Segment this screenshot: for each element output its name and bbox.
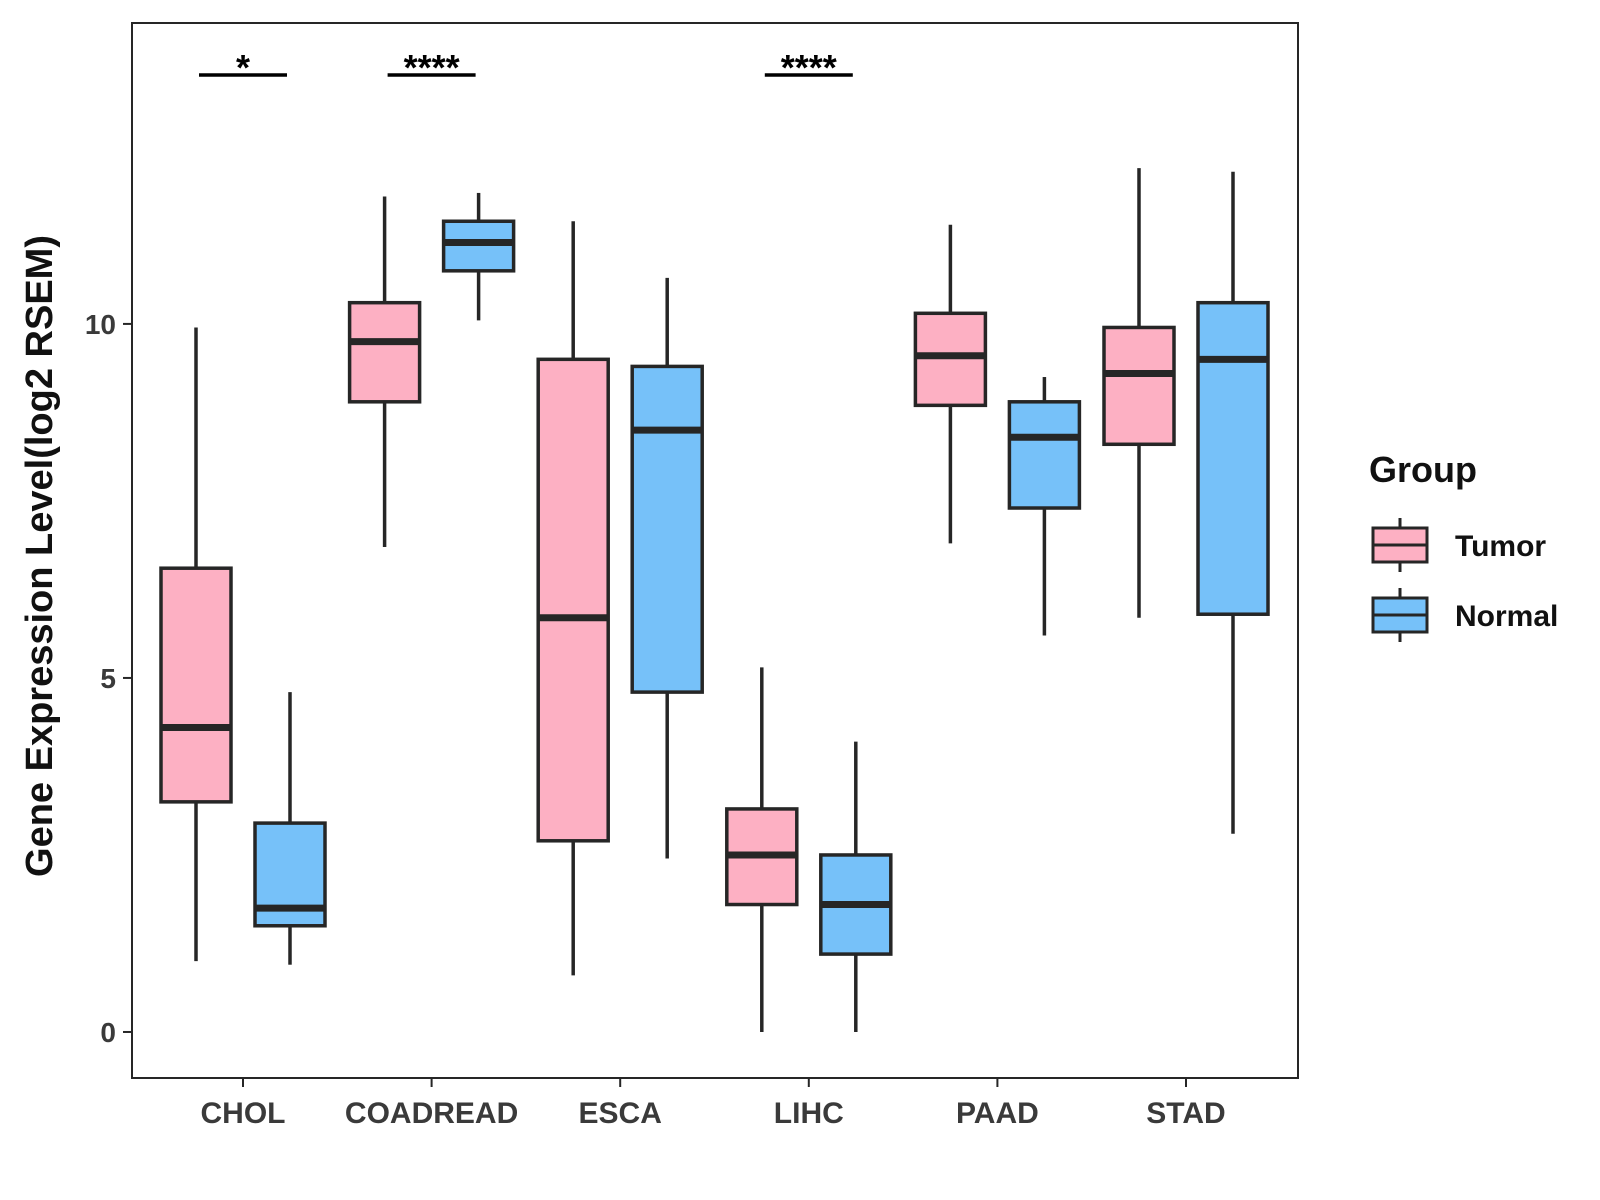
box-tumor-coadread	[347, 196, 422, 547]
significance-label: *	[236, 47, 250, 88]
box-body	[441, 219, 516, 273]
x-tick-label-coadread: COADREAD	[345, 1097, 518, 1130]
box-tumor-paad	[913, 224, 988, 544]
plot-panel	[131, 22, 1299, 1079]
box-normal-lihc	[819, 741, 893, 1032]
box-body	[159, 566, 233, 804]
significance-label: ****	[404, 47, 460, 88]
significance-coadread: ****	[387, 47, 476, 88]
box-normal-esca	[630, 277, 704, 859]
box-tumor-lihc	[725, 667, 799, 1032]
box-body	[630, 364, 704, 694]
box-tumor-chol	[159, 327, 233, 962]
legend-label: Normal	[1455, 600, 1558, 633]
x-tick-label-paad: PAAD	[956, 1097, 1039, 1130]
x-tick-label-chol: CHOL	[201, 1097, 286, 1130]
box-body	[913, 311, 988, 408]
legend-item-normal: Normal	[1371, 588, 1558, 642]
legend-item-tumor: Tumor	[1371, 518, 1546, 572]
significance-lihc: ****	[764, 47, 853, 88]
y-tick-label: 0	[100, 1017, 116, 1048]
significance-chol: *	[199, 47, 287, 88]
x-tick-label-lihc: LIHC	[774, 1097, 844, 1130]
box-body	[347, 300, 422, 404]
legend-label: Tumor	[1455, 530, 1546, 563]
box-tumor-stad	[1102, 168, 1176, 618]
box-normal-coadread	[441, 192, 516, 321]
box-tumor-esca	[536, 221, 610, 976]
box-normal-paad	[1007, 377, 1082, 636]
legend-title: Group	[1369, 449, 1477, 490]
significance-label: ****	[781, 47, 837, 88]
box-body	[1102, 325, 1176, 447]
box-body	[1196, 300, 1270, 616]
x-tick-label-esca: ESCA	[579, 1097, 662, 1130]
legend: Group Tumor Normal	[1369, 449, 1558, 642]
x-tick-label-stad: STAD	[1146, 1097, 1225, 1130]
box-body	[536, 357, 610, 843]
box-normal-stad	[1196, 171, 1270, 834]
box-body	[1007, 400, 1082, 510]
y-tick-label: 10	[85, 309, 116, 340]
y-axis-title: Gene Expression Level(log2 RSEM)	[19, 235, 61, 877]
y-tick-label: 5	[100, 663, 116, 694]
box-normal-chol	[253, 692, 327, 965]
